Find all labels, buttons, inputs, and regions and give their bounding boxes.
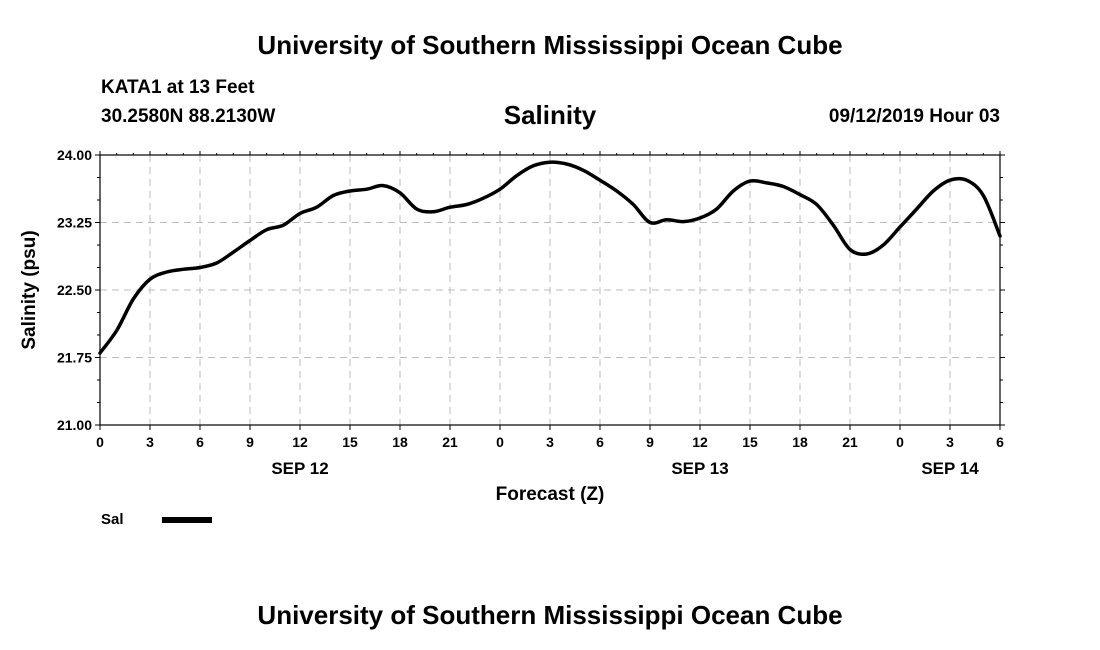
x-tick-label: 6	[596, 434, 604, 450]
y-tick-label: 22.50	[57, 282, 92, 298]
x-tick-label: 0	[96, 434, 104, 450]
x-tick-label: 21	[842, 434, 858, 450]
y-tick-label: 21.75	[57, 350, 92, 366]
station-name: KATA1 at 13 Feet	[101, 77, 255, 98]
series-lines	[98, 160, 1002, 355]
x-tick-label: 0	[496, 434, 504, 450]
y-tick-label: 23.25	[57, 215, 92, 231]
x-tick-label: 6	[196, 434, 204, 450]
station-coordinates: 30.2580N 88.2130W	[101, 106, 276, 127]
x-tick-label: 18	[392, 434, 408, 450]
x-tick-label: 3	[546, 434, 554, 450]
legend-label-sal: Sal	[101, 511, 124, 528]
x-tick-label: 9	[646, 434, 654, 450]
series-line-sal	[98, 160, 1002, 355]
header-title: University of Southern Mississippi Ocean…	[257, 30, 843, 60]
axis-ticks	[95, 151, 1005, 430]
x-tick-label: 3	[146, 434, 154, 450]
grid-lines	[100, 155, 1000, 425]
x-tick-label: 0	[896, 434, 904, 450]
x-tick-label: 9	[246, 434, 254, 450]
y-axis-label: Salinity (psu)	[19, 230, 40, 349]
footer-title: University of Southern Mississippi Ocean…	[257, 600, 843, 630]
x-tick-label: 21	[442, 434, 458, 450]
x-tick-label: 18	[792, 434, 808, 450]
day-label: SEP 12	[271, 459, 328, 478]
x-tick-label: 3	[946, 434, 954, 450]
x-tick-label: 6	[996, 434, 1004, 450]
y-tick-label: 24.00	[57, 147, 92, 163]
x-tick-label: 12	[692, 434, 708, 450]
x-tick-label: 15	[742, 434, 758, 450]
legend: Sal	[101, 511, 212, 528]
x-axis-label: Forecast (Z)	[496, 484, 605, 505]
day-label: SEP 14	[921, 459, 979, 478]
x-tick-label: 12	[292, 434, 308, 450]
issue-time: 09/12/2019 Hour 03	[828, 106, 1000, 127]
y-tick-label: 21.00	[57, 417, 92, 433]
day-label: SEP 13	[671, 459, 728, 478]
x-tick-label: 15	[342, 434, 358, 450]
axis-tick-labels: 0 3 6 9 12 15 18 21 0 3 6 9 12 15 18 21 0 3 6 21.00 21.75 22.…	[57, 147, 1004, 478]
parameter-title: Salinity	[503, 100, 597, 130]
